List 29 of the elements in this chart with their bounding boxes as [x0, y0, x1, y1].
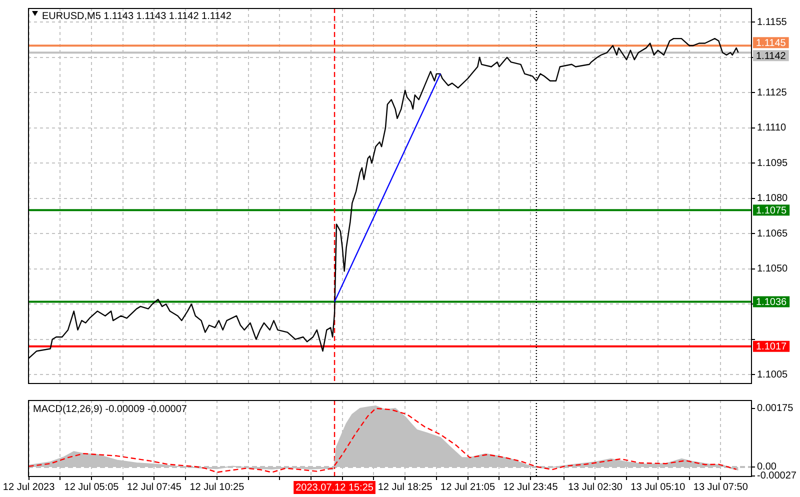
- y-tick-label: 1.1095: [757, 158, 788, 169]
- y-tick-label: -0.00027: [757, 470, 797, 482]
- ref-line-label: 1.1075: [756, 205, 788, 216]
- y-tick-label: 1.1005: [757, 369, 788, 380]
- ref-line-label: 2023.07.12 15:25: [296, 482, 374, 494]
- x-tick-label: 12 Jul 05:05: [64, 482, 120, 493]
- y-tick-label: 1.1050: [757, 264, 788, 275]
- y-tick-label: 1.1110: [757, 122, 787, 134]
- x-tick-label: 12 Jul 2023: [2, 482, 56, 493]
- x-tick-label: 12 Jul 07:45: [126, 482, 182, 493]
- chart-title: EURUSD,M5 1.1143 1.1143 1.1142 1.1142: [42, 10, 232, 22]
- ref-line-label: 1.1142: [756, 50, 786, 62]
- x-tick-label: 12 Jul 23:45: [503, 482, 558, 493]
- y-tick-label: 0.00: [757, 462, 777, 473]
- x-tick-label: 12 Jul 10:25: [190, 482, 245, 493]
- y-tick-label: 1.1155: [757, 16, 788, 28]
- y-tick-label: 1.1065: [757, 228, 788, 240]
- x-tick-label: 13 Jul 02:30: [568, 482, 623, 493]
- chart-title: MACD(12,26,9) -0.00009 -0.00007: [33, 404, 188, 415]
- x-tick-label: 12 Jul 21:05: [440, 482, 496, 493]
- ref-line-label: 1.1036: [756, 297, 788, 308]
- x-tick-label: 13 Jul 05:10: [630, 482, 686, 493]
- y-tick-label: 1.1080: [757, 193, 788, 204]
- ref-line-label: 1.1017: [756, 342, 788, 353]
- x-tick-label: 13 Jul 07:50: [693, 482, 748, 493]
- ref-line-label: 1.1145: [756, 38, 786, 49]
- y-tick-label: 1.1125: [757, 87, 788, 98]
- x-tick-label: 12 Jul 18:25: [378, 482, 433, 493]
- y-tick-label: 0.00175: [757, 403, 794, 414]
